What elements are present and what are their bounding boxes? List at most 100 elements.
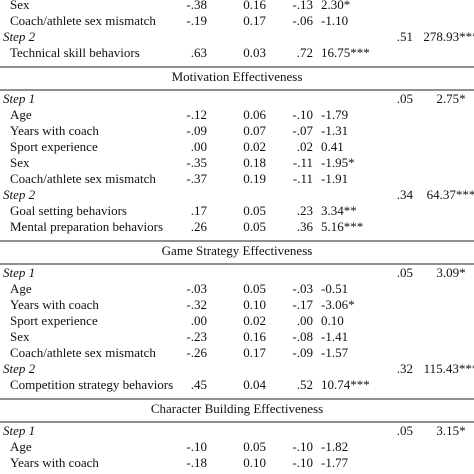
cell-b: -.03 xyxy=(186,281,207,296)
cell-beta: -.17 xyxy=(292,297,313,312)
cell-f: 64.37*** xyxy=(427,187,474,202)
cell-f: 115.43*** xyxy=(424,361,474,376)
cell-beta: .02 xyxy=(297,471,313,474)
cell-b: -.10 xyxy=(186,439,207,454)
cell-se: 0.16 xyxy=(243,329,266,344)
cell-r2: .05 xyxy=(397,423,413,438)
row-label: Sport experience xyxy=(10,139,98,154)
row-label: Mental preparation behaviors xyxy=(10,219,163,234)
cell-t: -3.06* xyxy=(321,297,355,312)
cell-se: 0.16 xyxy=(243,0,266,12)
cell-se: 0.05 xyxy=(243,219,266,234)
cell-b: -.09 xyxy=(186,123,207,138)
cell-b: -.35 xyxy=(186,155,207,170)
cell-se: 0.17 xyxy=(243,345,266,360)
cell-beta: -.13 xyxy=(292,0,313,12)
cell-b: -.32 xyxy=(186,297,207,312)
step-label: Step 1 xyxy=(3,423,35,438)
section-title: Motivation Effectiveness xyxy=(172,69,303,84)
cell-t: -0.51 xyxy=(321,281,348,296)
cell-t: -1.10 xyxy=(321,13,348,28)
cell-se: 0.05 xyxy=(243,281,266,296)
cell-t: 0.10 xyxy=(321,313,344,328)
row-label: Age xyxy=(10,281,32,296)
row-label: Years with coach xyxy=(10,123,99,138)
cell-beta: -.11 xyxy=(293,155,313,170)
cell-r2: .32 xyxy=(397,361,413,376)
cell-t: -1.82 xyxy=(321,439,348,454)
cell-b: -.19 xyxy=(186,13,207,28)
step-label: Step 1 xyxy=(3,91,35,106)
cell-se: 0.02 xyxy=(243,139,266,154)
cell-beta: .52 xyxy=(297,377,313,392)
cell-b: .45 xyxy=(191,377,207,392)
cell-t: 3.34** xyxy=(321,203,357,218)
cell-t: -1.91 xyxy=(321,171,348,186)
cell-b: .26 xyxy=(191,219,208,234)
cell-b: -.18 xyxy=(186,455,207,470)
cell-f: 2.75* xyxy=(436,91,465,106)
cell-beta: -.06 xyxy=(292,13,313,28)
cell-f: 278.93*** xyxy=(423,29,474,44)
cell-b: .00 xyxy=(191,471,207,474)
row-label: Competition strategy behaviors xyxy=(10,377,173,392)
cell-beta: -.07 xyxy=(292,123,313,138)
row-label: Sex xyxy=(10,155,30,170)
row-label: Coach/athlete sex mismatch xyxy=(10,13,156,28)
cell-t: -1.77 xyxy=(321,455,349,470)
cell-t: 2.30* xyxy=(321,0,350,12)
cell-se: 0.02 xyxy=(243,313,266,328)
cell-se: 0.10 xyxy=(243,455,266,470)
row-label: Coach/athlete sex mismatch xyxy=(10,171,156,186)
row-label: Sex xyxy=(10,0,30,12)
cell-se: 0.06 xyxy=(243,107,266,122)
cell-t: 0.43 xyxy=(321,471,344,474)
cell-se: 0.19 xyxy=(243,171,266,186)
cell-r2: .05 xyxy=(397,265,413,280)
cell-t: -1.57 xyxy=(321,345,349,360)
row-label: Age xyxy=(10,439,32,454)
cell-t: -1.41 xyxy=(321,329,348,344)
cell-b: -.26 xyxy=(186,345,207,360)
cell-beta: .00 xyxy=(297,313,313,328)
cell-beta: -.08 xyxy=(292,329,313,344)
cell-r2: .34 xyxy=(397,187,414,202)
cell-beta: -.10 xyxy=(292,107,313,122)
cell-t: 5.16*** xyxy=(321,219,363,234)
cell-t: 0.41 xyxy=(321,139,344,154)
cell-t: -1.79 xyxy=(321,107,348,122)
section-title: Game Strategy Effectiveness xyxy=(162,243,313,258)
cell-beta: -.09 xyxy=(292,345,313,360)
cell-se: 0.18 xyxy=(243,155,266,170)
row-label: Sport experience xyxy=(10,471,98,474)
row-label: Technical skill behaviors xyxy=(10,45,140,60)
cell-beta: -.11 xyxy=(293,171,313,186)
cell-beta: .72 xyxy=(297,45,313,60)
cell-beta: -.10 xyxy=(292,439,313,454)
cell-beta: .02 xyxy=(297,139,313,154)
section-title: Character Building Effectiveness xyxy=(151,401,323,416)
row-label: Coach/athlete sex mismatch xyxy=(10,345,156,360)
row-label: Sport experience xyxy=(10,313,98,328)
row-label: Age xyxy=(10,107,32,122)
cell-se: 0.04 xyxy=(243,377,266,392)
cell-se: 0.02 xyxy=(243,471,266,474)
row-label: Years with coach xyxy=(10,455,99,470)
cell-beta: -.03 xyxy=(292,281,313,296)
cell-t: 16.75*** xyxy=(321,45,370,60)
cell-t: 10.74*** xyxy=(321,377,370,392)
cell-beta: .36 xyxy=(297,219,314,234)
cell-se: 0.07 xyxy=(243,123,266,138)
cell-beta: -.10 xyxy=(292,455,313,470)
step-label: Step 1 xyxy=(3,265,35,280)
cell-b: .17 xyxy=(191,203,208,218)
cell-r2: .05 xyxy=(397,91,413,106)
step-label: Step 2 xyxy=(3,29,36,44)
step-label: Step 2 xyxy=(3,361,36,376)
cell-b: .00 xyxy=(191,139,207,154)
cell-f: 3.09* xyxy=(436,265,465,280)
row-label: Years with coach xyxy=(10,297,99,312)
cell-se: 0.05 xyxy=(243,439,266,454)
cell-r2: .51 xyxy=(397,29,413,44)
